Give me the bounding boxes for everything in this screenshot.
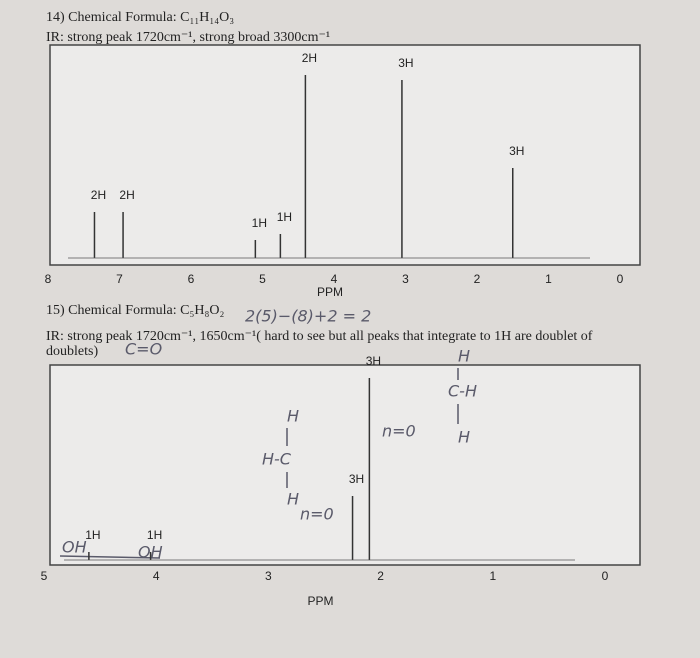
axis-tick-label: 4 [331,272,338,286]
axis-tick-label: 5 [259,272,266,286]
handwritten-note: H [287,407,299,426]
axis-tick-label: 3 [402,272,409,286]
axis-label: PPM [317,285,343,299]
handwritten-note: H-C [262,450,292,469]
peak-integration: 1H [252,216,267,230]
axis-tick-label: 2 [377,569,384,583]
sketch-bonds [59,368,459,559]
axis-tick-label: 1 [489,569,496,583]
axis-tick-label: 1 [545,272,552,286]
axis-tick-label: 8 [45,272,52,286]
peak-integration: 3H [509,144,524,158]
handwritten-note: H [458,428,470,447]
axis-tick-label: 0 [602,569,609,583]
problem-heading: 14) Chemical Formula: C₁₁H₁₄O₃ [46,10,234,25]
axis-tick-label: 7 [116,272,123,286]
handwritten-note: H [458,347,470,366]
handwritten-note: H [287,490,299,509]
handwritten-note: C-H [448,382,477,401]
ir-text: doublets) [46,344,98,359]
problem-heading: 15) Chemical Formula: C₅H₈O₂ [46,303,224,318]
spectrum-frame [49,364,641,566]
handwritten-note: OH [138,543,163,562]
handwritten-note: n=0 [382,422,416,441]
axis-tick-label: 5 [41,569,48,583]
axis-label: PPM [307,594,333,608]
axis-tick-label: 4 [153,569,160,583]
peak-integration: 3H [398,56,413,70]
axis-tick-label: 6 [188,272,195,286]
peak-integration: 2H [302,51,317,65]
axis-tick-label: 0 [617,272,624,286]
handwritten-note: OH [62,538,87,557]
peak-integration: 1H [147,528,162,542]
handwritten-note: C=O [125,340,162,359]
handwritten-note: n=0 [300,505,334,524]
handwritten-note: 2(5)−(8)+2 = 2 [245,307,371,326]
peak-integration: 2H [91,188,106,202]
spectrum-frame [49,44,641,266]
peak-integration: 3H [366,354,381,368]
axis-tick-label: 2 [474,272,481,286]
peak-integration: 2H [119,188,134,202]
peak-integration: 3H [349,472,364,486]
ir-text: IR: strong peak 1720cm⁻¹, strong broad 3… [46,30,330,45]
ir-text: IR: strong peak 1720cm⁻¹, 1650cm⁻¹( hard… [46,329,593,344]
peak-integration: 1H [277,210,292,224]
axis-tick-label: 3 [265,569,272,583]
peak-integration: 1H [85,528,100,542]
